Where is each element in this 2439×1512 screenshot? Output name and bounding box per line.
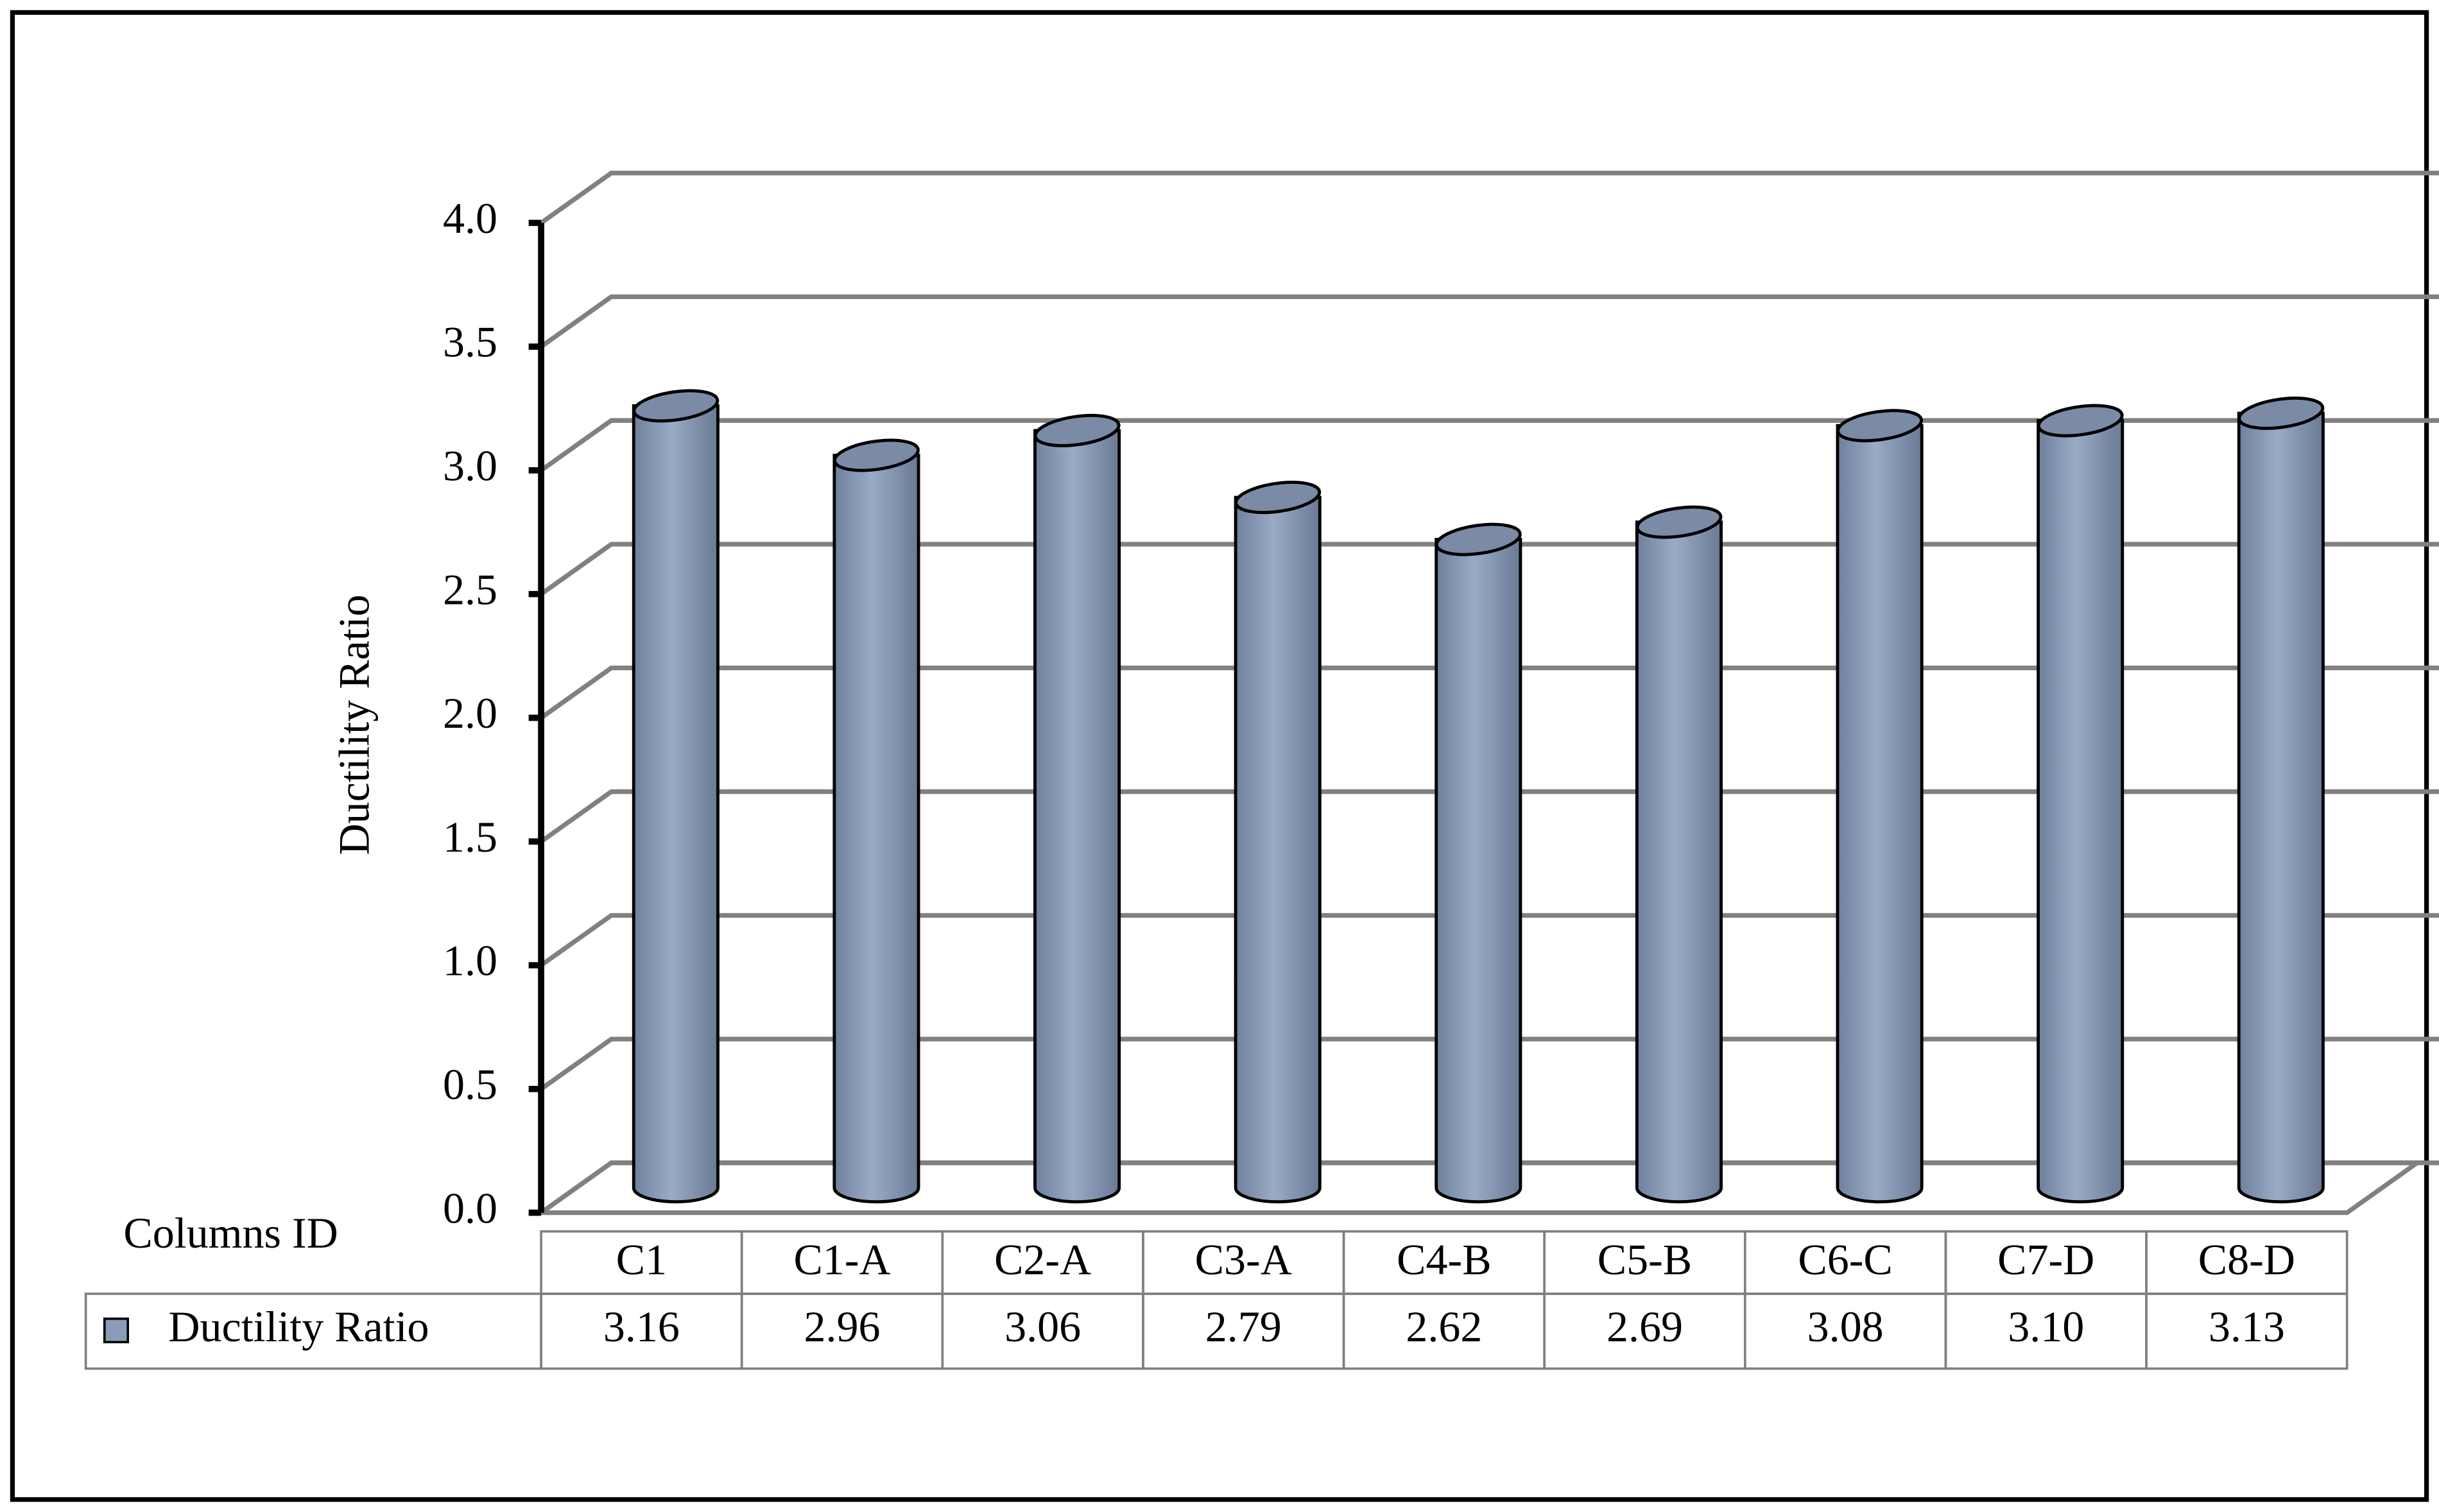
y-tick-label: 1.0 (443, 936, 497, 985)
grid-line (539, 1160, 2439, 1215)
bar (1435, 538, 1522, 1204)
table-header: Columns ID (123, 1208, 338, 1257)
bar-top (833, 438, 920, 472)
x-tick-label: C4-B (1397, 1235, 1491, 1284)
bar-top (1033, 413, 1121, 447)
bar (2037, 419, 2124, 1204)
x-tick-label: C6-C (1798, 1235, 1892, 1284)
bar-top (1234, 481, 1322, 514)
value-label: 2.69 (1607, 1302, 1683, 1351)
bar-top (2237, 397, 2325, 430)
grid-line (539, 1036, 2439, 1091)
frame (10, 10, 2429, 1502)
value-label: 3.10 (2008, 1302, 2084, 1351)
value-label: 2.62 (1406, 1302, 1482, 1351)
y-tick-label: 3.5 (443, 318, 497, 366)
bar-top (632, 389, 720, 423)
y-tick-label: 1.5 (443, 812, 497, 861)
value-label: 3.16 (603, 1302, 680, 1351)
x-tick-label: C1 (616, 1235, 667, 1284)
bar (1836, 424, 1924, 1204)
bar (832, 454, 920, 1204)
grid-line (539, 542, 2439, 596)
x-tick-label: C7-D (1997, 1235, 2094, 1284)
bar (1234, 495, 1322, 1204)
x-tick-label: C3-A (1195, 1235, 1292, 1284)
grid-line (539, 789, 2439, 844)
x-tick-label: C1-A (793, 1235, 890, 1284)
value-label: 2.96 (804, 1302, 881, 1351)
grid-line (539, 294, 2439, 349)
bar (1033, 429, 1121, 1204)
y-tick-label: 4.0 (443, 194, 497, 243)
bar (2237, 411, 2325, 1204)
legend-label: Ductility Ratio (168, 1302, 429, 1351)
grid-line (539, 418, 2439, 472)
y-tick-label: 0.5 (443, 1060, 497, 1108)
value-label: 3.13 (2209, 1302, 2285, 1351)
x-tick-label: C8-D (2198, 1235, 2295, 1284)
y-tick-label: 0.0 (443, 1183, 497, 1232)
x-tick-label: C5-B (1598, 1235, 1692, 1284)
value-label: 3.06 (1004, 1302, 1081, 1351)
table-cell (2145, 1293, 2349, 1370)
grid-line (539, 170, 2439, 225)
grid-line (539, 666, 2439, 720)
y-axis-title: Ductility Ratio (329, 594, 378, 855)
y-tick-label: 2.0 (443, 689, 497, 737)
grid-line (539, 913, 2439, 968)
bar-top (1635, 505, 1723, 539)
bar-top (1435, 522, 1522, 556)
legend-swatch (103, 1317, 130, 1344)
bar (632, 404, 720, 1204)
bar (1635, 520, 1723, 1204)
bar-top (2037, 404, 2124, 438)
y-tick-label: 3.0 (443, 442, 497, 490)
x-tick-label: C2-A (994, 1235, 1091, 1284)
value-label: 3.08 (1807, 1302, 1884, 1351)
y-tick-label: 2.5 (443, 565, 497, 614)
bar-top (1836, 409, 1924, 443)
plot: 0.0 0.5 1.0 1.5 2.0 2.5 3.0 3.5 4.0 Ductility Rat… (84, 170, 2439, 1370)
value-label: 2.79 (1205, 1302, 1282, 1351)
